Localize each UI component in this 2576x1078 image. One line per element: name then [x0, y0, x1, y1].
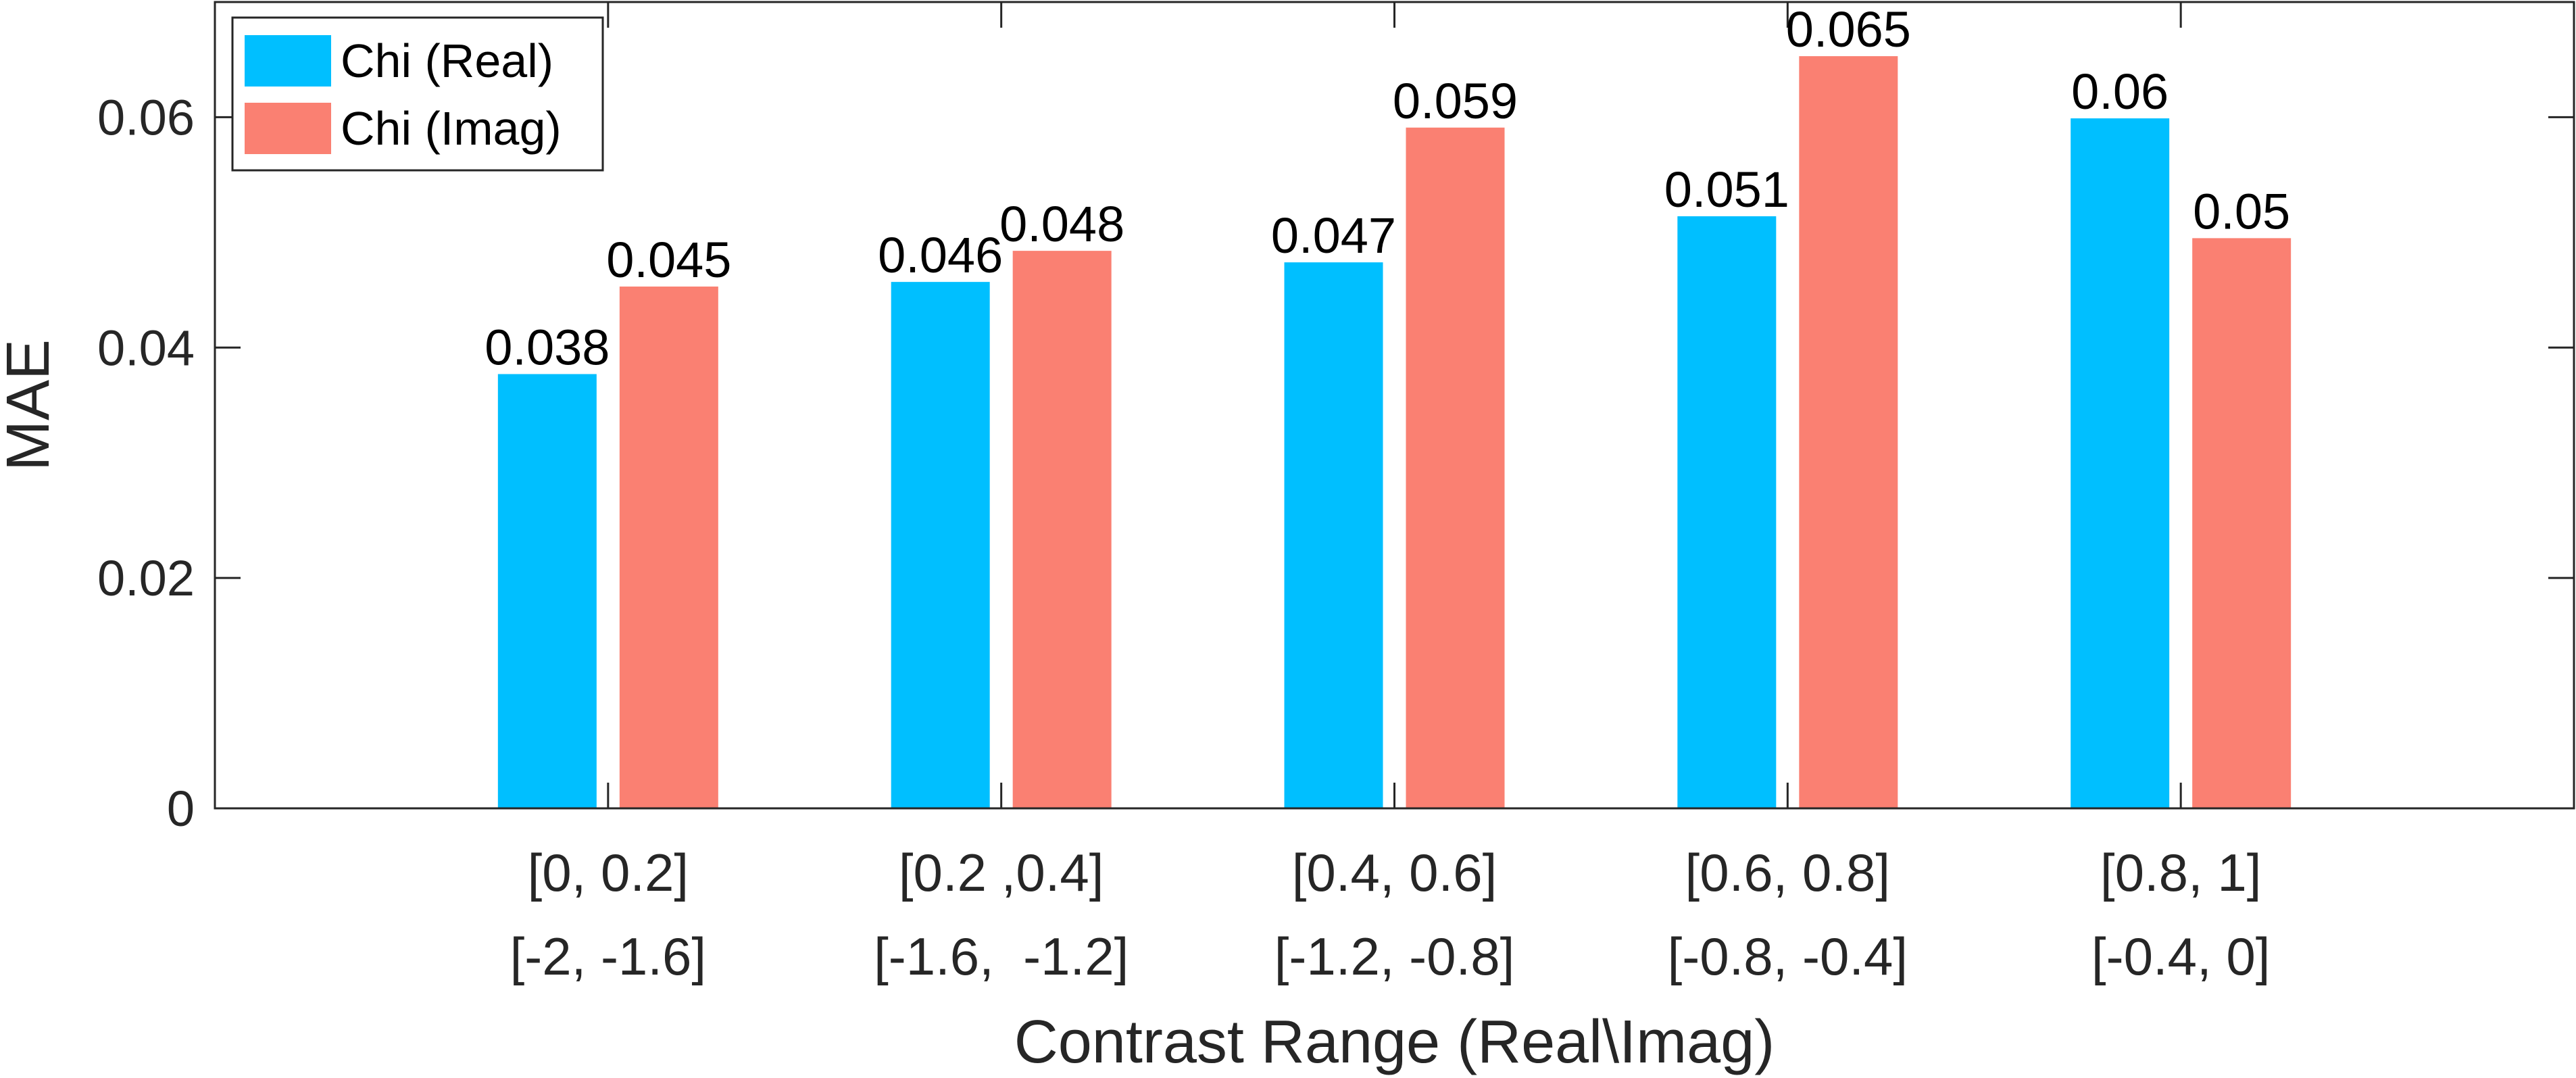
x-tick-label-real: [0.6, 0.8]	[1685, 843, 1891, 902]
x-tick-label-imag: [-0.4, 0]	[2091, 927, 2270, 986]
bar-imag-1	[619, 286, 718, 808]
bar-imag-5	[2192, 238, 2292, 809]
data-label-imag-2: 0.048	[999, 196, 1124, 252]
y-tick-label: 0.02	[97, 550, 195, 606]
axis-ticks: 0 0.02 0.04 0.06 [0, 0.2] [-2, -1.6] [0.2 ,0.4…	[97, 2, 2574, 986]
bar-real-2	[891, 282, 990, 808]
y-tick-label: 0.06	[97, 89, 195, 145]
y-tick-label: 0	[167, 781, 195, 837]
x-tick-label-real: [0.8, 1]	[2100, 843, 2262, 902]
bar-real-4	[1677, 216, 1777, 808]
x-tick-label-real: [0.2 ,0.4]	[899, 843, 1104, 902]
bar-real-3	[1284, 262, 1383, 808]
legend-label-imag: Chi (Imag)	[341, 102, 562, 155]
legend: Chi (Real) Chi (Imag)	[231, 16, 604, 172]
bar-imag-2	[1012, 251, 1112, 808]
x-tick-label-real: [0.4, 0.6]	[1292, 843, 1497, 902]
data-label-real-1: 0.038	[485, 319, 610, 375]
data-label-real-4: 0.051	[1664, 162, 1789, 218]
bar-imag-3	[1406, 127, 1505, 808]
bars-layer	[497, 56, 2292, 809]
x-tick-label-imag: [-1.2, -0.8]	[1274, 927, 1515, 986]
x-tick-label-imag: [-1.6, -1.2]	[874, 927, 1129, 986]
legend-label-real: Chi (Real)	[341, 34, 553, 87]
bar-real-5	[2071, 118, 2170, 808]
bar-real-1	[497, 374, 597, 808]
data-label-imag-1: 0.045	[606, 232, 731, 288]
data-labels: 0.038 0.046 0.047 0.051 0.06 0.045 0.048 0.059 0…	[485, 1, 2290, 375]
y-axis-label: MAE	[0, 339, 62, 471]
legend-swatch-imag	[245, 103, 331, 154]
x-axis-label: Contrast Range (Real\Imag)	[1014, 1008, 1775, 1076]
legend-swatch-real	[245, 35, 331, 87]
x-tick-label-real: [0, 0.2]	[528, 843, 689, 902]
bar-imag-4	[1799, 56, 1898, 808]
data-label-imag-5: 0.05	[2193, 183, 2290, 239]
data-label-real-3: 0.047	[1271, 207, 1396, 264]
x-tick-label-imag: [-2, -1.6]	[510, 927, 706, 986]
data-label-real-5: 0.06	[2071, 64, 2169, 120]
plot-area	[215, 2, 2574, 808]
y-tick-label: 0.04	[97, 320, 195, 376]
data-label-real-2: 0.046	[878, 227, 1003, 283]
data-label-imag-4: 0.065	[1786, 1, 1911, 57]
x-tick-label-imag: [-0.8, -0.4]	[1668, 927, 1908, 986]
data-label-imag-3: 0.059	[1393, 73, 1518, 129]
